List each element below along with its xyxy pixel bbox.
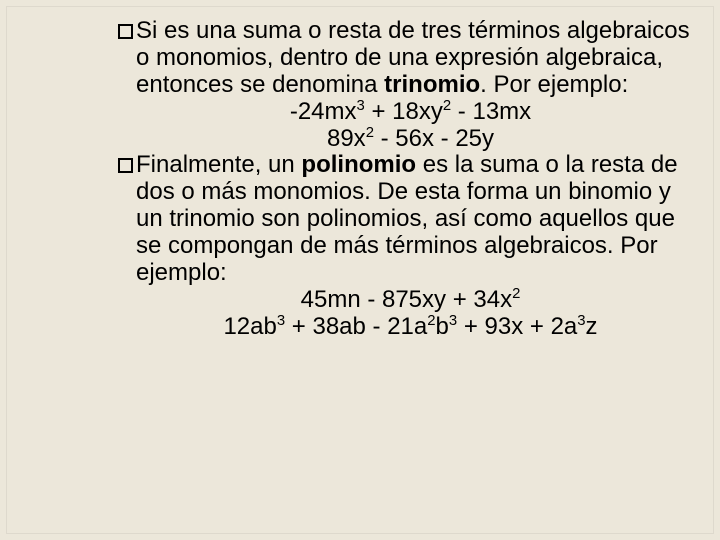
ex2-part2: - 56x - 25y <box>374 125 494 152</box>
ex4-p3: b <box>436 313 449 340</box>
ex1-part2: + 18xy <box>365 98 443 125</box>
bullet-item-2: Finalmente, un polinomio es la suma o la… <box>118 152 703 286</box>
p2-bold-polinomio: polinomio <box>301 151 416 178</box>
ex4-p4: + 93x + 2a <box>457 313 577 340</box>
p2-text-pre: Finalmente, un <box>136 151 301 178</box>
ex2-sup1: 2 <box>366 125 374 141</box>
ex4-s3: 3 <box>449 313 457 329</box>
ex3-sup1: 2 <box>512 286 520 302</box>
ex4-p2: + 38ab - 21a <box>285 313 427 340</box>
paragraph-2: Finalmente, un polinomio es la suma o la… <box>136 152 703 286</box>
ex4-s1: 3 <box>277 313 285 329</box>
example-4: 12ab3 + 38ab - 21a2b3 + 93x + 2a3z <box>118 314 703 341</box>
ex1-part3: - 13mx <box>451 98 531 125</box>
example-3: 45mn - 875xy + 34x2 <box>118 287 703 314</box>
ex2-part1: 89x <box>327 125 366 152</box>
slide-content: Si es una suma o resta de tres términos … <box>118 18 703 341</box>
ex4-s2: 2 <box>427 313 435 329</box>
ex3-part1: 45mn - 875xy + 34x <box>301 286 512 313</box>
paragraph-1: Si es una suma o resta de tres términos … <box>136 18 703 99</box>
square-bullet-icon <box>118 158 133 173</box>
ex1-part1: -24mx <box>290 98 357 125</box>
ex4-p1: 12ab <box>223 313 276 340</box>
ex1-sup1: 3 <box>357 98 365 114</box>
ex4-p5: z <box>586 313 598 340</box>
square-bullet-icon <box>118 24 133 39</box>
p1-text-post: . Por ejemplo: <box>480 71 628 98</box>
ex4-s4: 3 <box>577 313 585 329</box>
example-1: -24mx3 + 18xy2 - 13mx <box>118 99 703 126</box>
ex1-sup2: 2 <box>443 98 451 114</box>
p1-bold-trinomio: trinomio <box>384 71 480 98</box>
example-2: 89x2 - 56x - 25y <box>118 126 703 153</box>
bullet-item-1: Si es una suma o resta de tres términos … <box>118 18 703 99</box>
